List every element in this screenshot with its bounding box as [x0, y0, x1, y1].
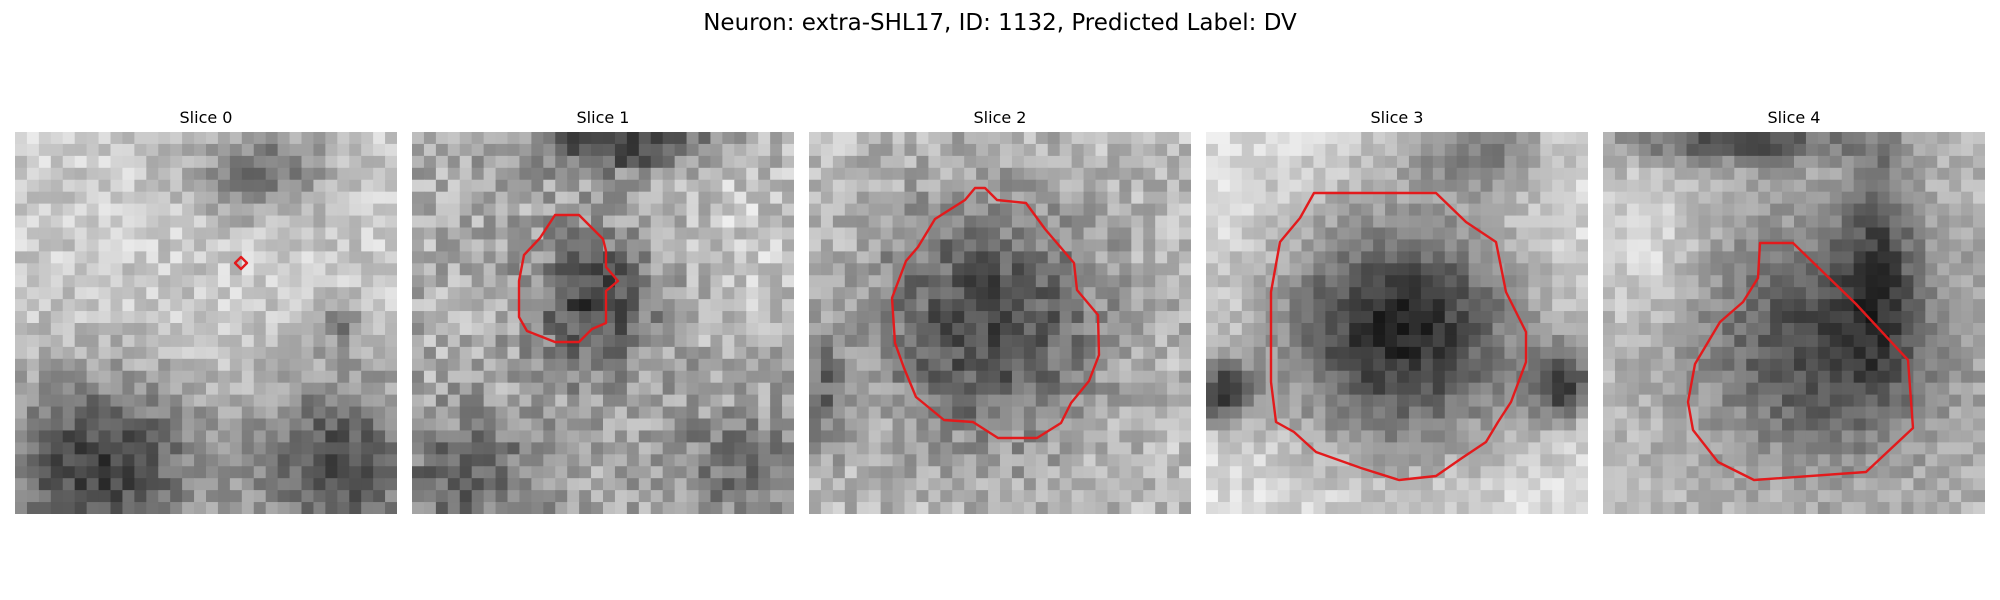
slice-image-0 — [15, 132, 397, 514]
slice-image-1 — [412, 132, 794, 514]
pixel-grid — [809, 132, 1191, 514]
slice-panel-4: Slice 4 — [1603, 108, 1985, 514]
slice-title-1: Slice 1 — [576, 108, 630, 127]
neuron-contour — [1686, 241, 1915, 482]
slice-panel-1: Slice 1 — [412, 108, 794, 514]
slice-title-0: Slice 0 — [179, 108, 233, 127]
slice-panel-3: Slice 3 — [1206, 108, 1588, 514]
pixel-grid — [1603, 132, 1985, 514]
slice-panel-2: Slice 2 — [809, 108, 1191, 514]
pixel-grid — [412, 132, 794, 514]
figure-title: Neuron: extra-SHL17, ID: 1132, Predicted… — [703, 10, 1297, 36]
slice-title-2: Slice 2 — [973, 108, 1027, 127]
neuron-contour — [233, 255, 249, 271]
slice-image-4 — [1603, 132, 1985, 514]
slice-image-3 — [1206, 132, 1588, 514]
slice-panel-0: Slice 0 — [15, 108, 397, 514]
slice-image-2 — [809, 132, 1191, 514]
slice-title-3: Slice 3 — [1370, 108, 1424, 127]
neuron-contour — [890, 186, 1101, 440]
pixel-grid — [15, 132, 397, 514]
neuron-contour — [517, 213, 620, 344]
slice-title-4: Slice 4 — [1767, 108, 1821, 127]
neuron-contour — [1269, 191, 1528, 482]
pixel-grid — [1206, 132, 1588, 514]
